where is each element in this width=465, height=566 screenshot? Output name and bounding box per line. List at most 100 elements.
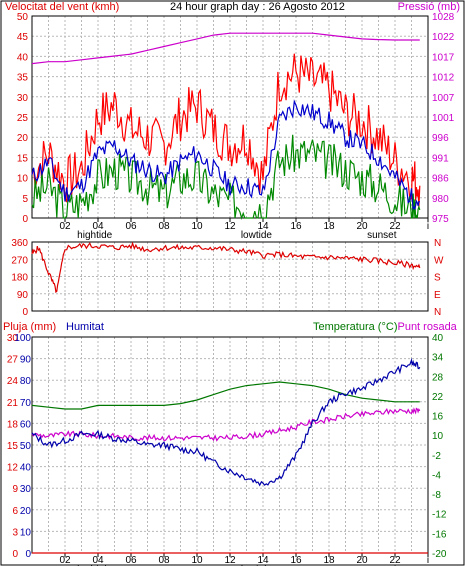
gust-series-line xyxy=(31,53,421,208)
temperature-ytick-label: 34 xyxy=(432,353,444,364)
pressure-ytick-label: 986 xyxy=(432,174,449,185)
wind-panel-tide-marker: sunset xyxy=(367,230,397,241)
temperature-ytick-label: 40 xyxy=(432,333,444,344)
climate-panel-xtick-label: i xyxy=(427,555,429,566)
wind-panel-xtick-label: 14 xyxy=(257,221,269,232)
wind-panel-xtick-label: 02 xyxy=(59,221,71,232)
pressure-ytick-label: 1022 xyxy=(432,32,455,43)
humidity-ytick-label: 40 xyxy=(20,463,32,474)
climate-panel-xtick-label: 04 xyxy=(92,555,104,566)
compass-label: S xyxy=(434,273,441,284)
rain-ytick-label: 15 xyxy=(7,441,19,452)
direction-series-line xyxy=(31,241,421,294)
climate-panel-xtick-label: 18 xyxy=(323,555,335,566)
rain-ytick-label: 24 xyxy=(7,376,19,387)
temperature-ytick-label: 28 xyxy=(432,372,444,383)
wind-panel-tide-marker: lowtide xyxy=(241,230,273,241)
wind-panel-xtick-label: 18 xyxy=(323,221,335,232)
rain-ytick-label: 12 xyxy=(7,463,19,474)
rain-ytick-label: 0 xyxy=(12,549,18,560)
wind-panel-xtick-label: 12 xyxy=(224,221,236,232)
pressure-ytick-label: 1012 xyxy=(432,73,455,84)
wind-panel-xtick-label: i xyxy=(427,221,429,232)
humidity-series-line xyxy=(31,357,421,487)
compass-label: E xyxy=(434,290,441,301)
temperature-label-text: Temperatura (°C) xyxy=(313,321,398,333)
compass-label: N xyxy=(434,307,441,318)
temperature-axis-label: Temperatura (°C)Punt rosada xyxy=(313,321,457,333)
rain-ytick-label: 18 xyxy=(7,419,19,430)
low-wind-series-line xyxy=(31,134,421,221)
temperature-ytick-label: -4 xyxy=(432,470,441,481)
temperature-ytick-label: 16 xyxy=(432,412,444,423)
pressure-ytick-label: 1017 xyxy=(432,52,455,63)
rain-ytick-label: 21 xyxy=(7,398,19,409)
wind-ytick-label: 10 xyxy=(17,174,29,185)
temperature-series-line xyxy=(31,381,420,410)
pressure-ytick-label: 1001 xyxy=(432,113,455,124)
dewpoint-series-line xyxy=(31,407,421,442)
climate-panel-xtick-label: 12 xyxy=(224,555,236,566)
temperature-ytick-label: -16 xyxy=(432,529,447,540)
wind-ytick-label: 35 xyxy=(17,73,29,84)
pressure-ytick-label: 996 xyxy=(432,133,449,144)
wind-axis-label: Velocitat del vent (kmh) xyxy=(5,1,120,13)
temperature-ytick-label: -2 xyxy=(432,451,441,462)
direction-panel-frame xyxy=(31,241,429,312)
humidity-axis-label: Humitat xyxy=(66,321,104,333)
humidity-ytick-label: 50 xyxy=(20,441,32,452)
temperature-ytick-label: -20 xyxy=(432,549,447,560)
wind-panel-xtick-label: 04 xyxy=(92,221,104,232)
rain-ytick-label: 3 xyxy=(12,527,18,538)
wind-panel-xtick-label: 20 xyxy=(356,221,368,232)
wind-panel-xtick-label: 16 xyxy=(290,221,302,232)
wind-ytick-label: 45 xyxy=(17,32,29,43)
compass-label: N xyxy=(434,238,441,249)
climate-panel-xtick-label: 02 xyxy=(59,555,71,566)
humidity-ytick-label: 100 xyxy=(14,333,31,344)
rain-ytick-label: 6 xyxy=(12,506,18,517)
direction-ytick-label: 360 xyxy=(11,238,28,249)
wind-ytick-label: 5 xyxy=(22,194,28,205)
rain-axis-label: Pluja (mm) xyxy=(3,321,57,333)
pressure-ytick-label: 980 xyxy=(432,194,449,205)
rain-ytick-label: 30 xyxy=(7,333,19,344)
wind-panel-xtick-label: 08 xyxy=(158,221,170,232)
direction-ytick-label: 270 xyxy=(11,255,28,266)
temperature-ytick-label: -12 xyxy=(432,510,447,521)
rain-ytick-label: 27 xyxy=(7,355,19,366)
wind-panel-tide-marker: hightide xyxy=(77,230,112,241)
wind-ytick-label: 25 xyxy=(17,113,29,124)
humidity-ytick-label: 80 xyxy=(20,376,32,387)
climate-panel-xtick-label: 20 xyxy=(356,555,368,566)
wind-ytick-label: 15 xyxy=(17,153,29,164)
temperature-ytick-label: -8 xyxy=(432,490,441,501)
humidity-ytick-label: 30 xyxy=(20,484,32,495)
wind-ytick-label: 50 xyxy=(17,12,29,23)
rain-ytick-label: 9 xyxy=(12,484,18,495)
pressure-ytick-label: 1007 xyxy=(432,93,455,104)
direction-ytick-label: 180 xyxy=(11,273,28,284)
humidity-ytick-label: 20 xyxy=(20,506,32,517)
wind-panel-xtick-label: 22 xyxy=(389,221,401,232)
wind-ytick-label: 0 xyxy=(22,214,28,225)
wind-panel-xtick-label: 06 xyxy=(125,221,137,232)
direction-ytick-label: 0 xyxy=(22,307,28,318)
humidity-ytick-label: 90 xyxy=(20,355,32,366)
humidity-ytick-label: 70 xyxy=(20,398,32,409)
climate-panel-xtick-label: 22 xyxy=(389,555,401,566)
pressure-ytick-label: 1028 xyxy=(432,12,455,23)
humidity-ytick-label: 0 xyxy=(25,549,31,560)
direction-ytick-label: 90 xyxy=(17,290,29,301)
avg-wind-series-line xyxy=(31,99,420,211)
climate-panel-tide-marker: lowtide xyxy=(241,564,273,566)
pressure-series-line xyxy=(31,32,420,65)
graph-title: 24 hour graph day : 26 Agosto 2012 xyxy=(170,1,345,13)
climate-panel-xtick-label: 10 xyxy=(191,555,203,566)
humidity-ytick-label: 10 xyxy=(20,527,32,538)
climate-panel-tide-marker: hightide xyxy=(77,564,112,566)
humidity-ytick-label: 60 xyxy=(20,419,32,430)
